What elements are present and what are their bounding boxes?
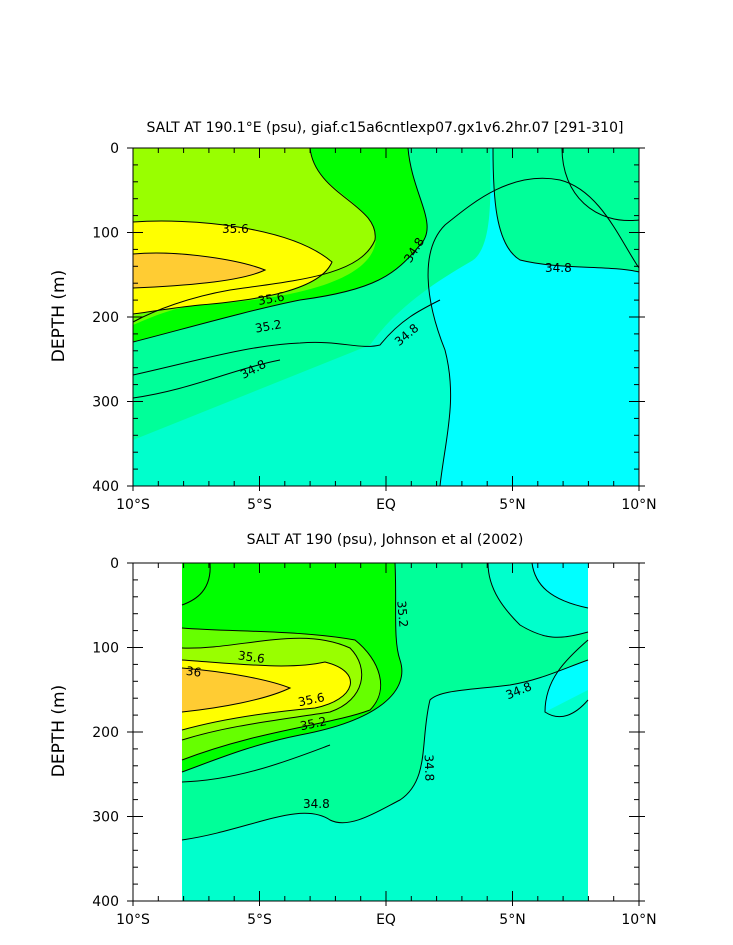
bottom-contour-label: 35.2 (299, 714, 328, 733)
top-y-axis-label: DEPTH (m) (49, 270, 69, 362)
bottom-contour-label: 36 (185, 664, 202, 680)
bottom-contour-lines (181, 562, 589, 841)
top-x-tick-label: 5°S (247, 497, 272, 513)
top-contour-label: 35.2 (254, 317, 283, 335)
top-x-tick-label: 5°N (499, 497, 525, 513)
bottom-y-tick-label: 100 (92, 641, 119, 657)
bottom-x-tick-label: 5°N (499, 912, 525, 928)
top-y-tick-label: 300 (92, 395, 119, 411)
top-fill-gold (133, 253, 265, 288)
bottom-contour-label: 35.2 (394, 600, 410, 628)
bottom-contour-labels: 35.2 35.6 36 35.6 35.2 34.8 34.8 34.8 (185, 600, 534, 811)
bottom-y-tick-label: 300 (92, 810, 119, 826)
top-x-tick-label: 10°S (116, 497, 150, 513)
bottom-panel: SALT AT 190 (psu), Johnson et al (2002) … (49, 532, 657, 928)
bottom-x-tick-label: EQ (376, 912, 396, 928)
top-contour-label: 35.6 (222, 222, 249, 236)
top-contour-lines (132, 147, 640, 487)
top-axes: 10°S 5°S EQ 5°N 10°N 0 100 200 300 400 (92, 141, 656, 513)
bottom-y-axis-label: DEPTH (m) (49, 685, 69, 777)
bottom-y-tick-label: 200 (92, 725, 119, 741)
bottom-x-tick-label: 10°N (621, 912, 656, 928)
top-chart-title: SALT AT 190.1°E (psu), giaf.c15a6cntlexp… (147, 120, 624, 136)
bottom-y-tick-label: 400 (92, 894, 119, 910)
top-y-tick-label: 100 (92, 226, 119, 242)
bottom-contour-label: 34.8 (303, 797, 330, 811)
bottom-x-tick-label: 10°S (116, 912, 150, 928)
top-panel: SALT AT 190.1°E (psu), giaf.c15a6cntlexp… (49, 120, 657, 513)
bottom-fill-gold (182, 668, 290, 712)
top-x-tick-label: 10°N (621, 497, 656, 513)
bottom-contour-label: 35.6 (237, 648, 265, 666)
top-contour-label: 34.8 (545, 261, 572, 275)
bottom-chart-title: SALT AT 190 (psu), Johnson et al (2002) (247, 532, 524, 548)
bottom-x-tick-label: 5°S (247, 912, 272, 928)
top-contour-field: 35.6 34.8 34.8 35.6 35.2 34.8 34.8 (132, 147, 640, 487)
top-x-tick-label: EQ (376, 497, 396, 513)
bottom-contour-field: 35.2 35.6 36 35.6 35.2 34.8 34.8 34.8 (132, 562, 640, 902)
top-y-tick-label: 0 (110, 141, 119, 157)
top-y-tick-label: 200 (92, 310, 119, 326)
bottom-contour-label: 35.6 (297, 690, 326, 709)
bottom-axes: 10°S 5°S EQ 5°N 10°N 0 100 200 300 400 (92, 556, 656, 928)
top-y-tick-label: 400 (92, 479, 119, 495)
bottom-contour-label: 34.8 (422, 754, 437, 781)
bottom-y-tick-label: 0 (110, 556, 119, 572)
top-contour-label: 35.6 (257, 290, 286, 308)
